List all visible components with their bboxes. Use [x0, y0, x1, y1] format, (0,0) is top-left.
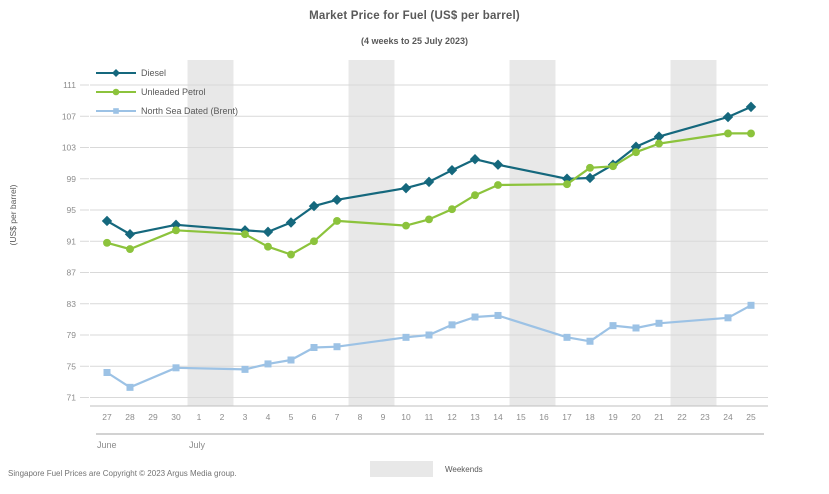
- x-tick-label: 28: [125, 412, 135, 422]
- month-axis: June July: [96, 433, 764, 450]
- y-tick-label: 87: [67, 268, 77, 278]
- y-tick-label: 111: [63, 80, 76, 90]
- x-tick-label: 30: [171, 412, 181, 422]
- page-title: Market Price for Fuel (US$ per barrel): [309, 10, 520, 22]
- x-tick-label: 9: [381, 412, 386, 422]
- y-tick-label: 95: [67, 205, 77, 215]
- y-tick-label: 103: [62, 143, 76, 153]
- legend-swatch-diesel: [96, 68, 136, 77]
- month-label: June: [97, 440, 117, 450]
- y-tick-label: 91: [67, 236, 77, 246]
- weekend-legend: Weekends: [370, 461, 483, 477]
- x-tick-label: 2: [220, 412, 225, 422]
- x-tick-label: 23: [700, 412, 710, 422]
- x-tick-label: 7: [335, 412, 340, 422]
- x-tick-label: 13: [470, 412, 480, 422]
- x-tick-label: 27: [102, 412, 112, 422]
- x-tick-label: 12: [447, 412, 457, 422]
- y-tick-label: 107: [62, 111, 76, 121]
- legend-swatch-north-sea-dated-brent: [96, 107, 136, 114]
- weekend-swatch: [370, 461, 433, 477]
- y-tick-label: 75: [67, 361, 77, 371]
- x-tick-label: 21: [654, 412, 664, 422]
- x-tick-label: 10: [401, 412, 411, 422]
- x-tick-label: 19: [608, 412, 618, 422]
- legend-swatch-unleaded-petrol: [96, 88, 136, 95]
- y-tick-label: 99: [67, 174, 77, 184]
- series-north-sea-dated-brent: [103, 301, 755, 391]
- x-tick-label: 22: [677, 412, 687, 422]
- weekend-legend-label: Weekends: [445, 464, 483, 474]
- legend-label-unleaded-petrol: Unleaded Petrol: [141, 86, 206, 97]
- x-tick-label: 5: [289, 412, 294, 422]
- copyright-text: Singapore Fuel Prices are Copyright © 20…: [8, 469, 237, 478]
- x-tick-label: 6: [312, 412, 317, 422]
- chart-subtitle: (4 weeks to 25 July 2023): [360, 36, 469, 46]
- x-tick-labels: 27 28 29 30 1 2 3 4 5 6 7 8 9 10 11 12 13 14 15 16 17 18 19 20 2…: [102, 412, 756, 422]
- legend-label-north-sea-dated-brent: North Sea Dated (Brent): [141, 105, 239, 116]
- legend-label-diesel: Diesel: [141, 67, 167, 78]
- x-tick-label: 16: [539, 412, 549, 422]
- x-tick-label: 24: [723, 412, 733, 422]
- x-tick-label: 8: [358, 412, 363, 422]
- y-tick-label: 83: [67, 299, 77, 309]
- legend-item-north-sea-dated-brent: North Sea Dated (Brent): [96, 101, 238, 120]
- x-tick-label: 1: [197, 412, 202, 422]
- x-tick-label: 18: [585, 412, 595, 422]
- y-tick-label: 71: [67, 393, 77, 403]
- month-label: July: [189, 440, 206, 450]
- x-tick-label: 14: [493, 412, 503, 422]
- x-tick-label: 3: [243, 412, 248, 422]
- legend-item-unleaded-petrol: Unleaded Petrol: [96, 82, 238, 101]
- x-tick-label: 11: [425, 412, 434, 422]
- x-tick-label: 25: [746, 412, 756, 422]
- x-tick-label: 15: [516, 412, 526, 422]
- x-tick-label: 20: [631, 412, 641, 422]
- x-tick-label: 17: [562, 412, 572, 422]
- chart-legend: Diesel Unleaded Petrol North Sea Dated (Br…: [96, 63, 238, 120]
- x-tick-label: 29: [148, 412, 158, 422]
- x-tick-label: 4: [266, 412, 271, 422]
- series-unleaded-petrol: [103, 129, 755, 259]
- gridlines: [80, 84, 768, 398]
- legend-item-diesel: Diesel: [96, 63, 238, 82]
- y-tick-label: 79: [67, 330, 77, 340]
- y-tick-labels: 71 75 79 83 87 91 95 99 103 107 111: [62, 80, 76, 403]
